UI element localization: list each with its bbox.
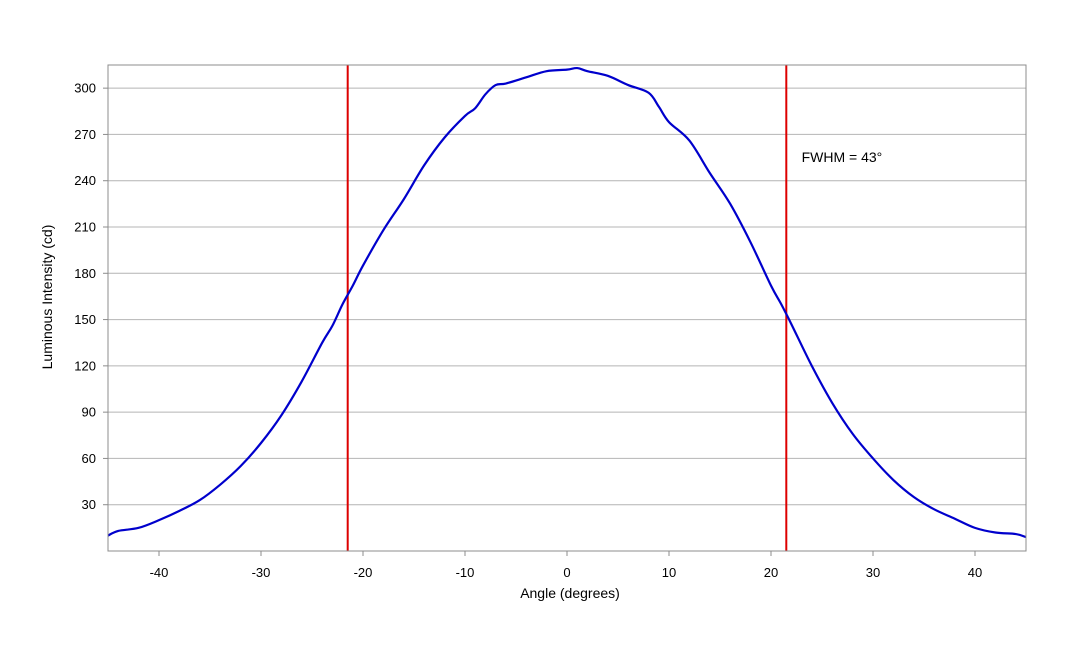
y-tick-label: 120 — [74, 358, 96, 373]
x-tick-label: -30 — [252, 565, 271, 580]
series-layer — [107, 66, 1027, 539]
y-tick-label: 180 — [74, 266, 96, 281]
y-tick-label: 240 — [74, 173, 96, 188]
tick-marks — [103, 87, 976, 556]
y-tick-label: 150 — [74, 312, 96, 327]
plot-frame — [107, 64, 1027, 552]
x-axis-label: Angle (degrees) — [520, 585, 620, 601]
fwhm-markers — [346, 65, 788, 551]
x-tick-label: -40 — [150, 565, 169, 580]
fwhm-annotation: FWHM = 43° — [802, 149, 883, 165]
y-tick-label: 210 — [74, 220, 96, 235]
y-tick-label: 30 — [82, 497, 96, 512]
y-tick-label: 60 — [82, 451, 96, 466]
y-tick-label: 90 — [82, 405, 96, 420]
x-tick-label: -20 — [354, 565, 373, 580]
y-tick-label: 300 — [74, 81, 96, 96]
x-tick-label: 20 — [764, 565, 778, 580]
x-tick-label: -10 — [456, 565, 475, 580]
y-axis-label: Luminous Intensity (cd) — [39, 225, 55, 370]
y-tick-label: 270 — [74, 127, 96, 142]
x-tick-label: 30 — [866, 565, 880, 580]
x-tick-label: 40 — [968, 565, 982, 580]
gridlines — [108, 87, 1026, 506]
x-tick-label: 0 — [563, 565, 570, 580]
tick-labels: 30 60 90 120 150 180 210 240 270 300 -40 -30 -20 -10 0… — [74, 81, 982, 580]
x-tick-label: 10 — [662, 565, 676, 580]
annotations: FWHM = 43° — [802, 149, 883, 165]
intensity-curve — [107, 66, 1027, 539]
